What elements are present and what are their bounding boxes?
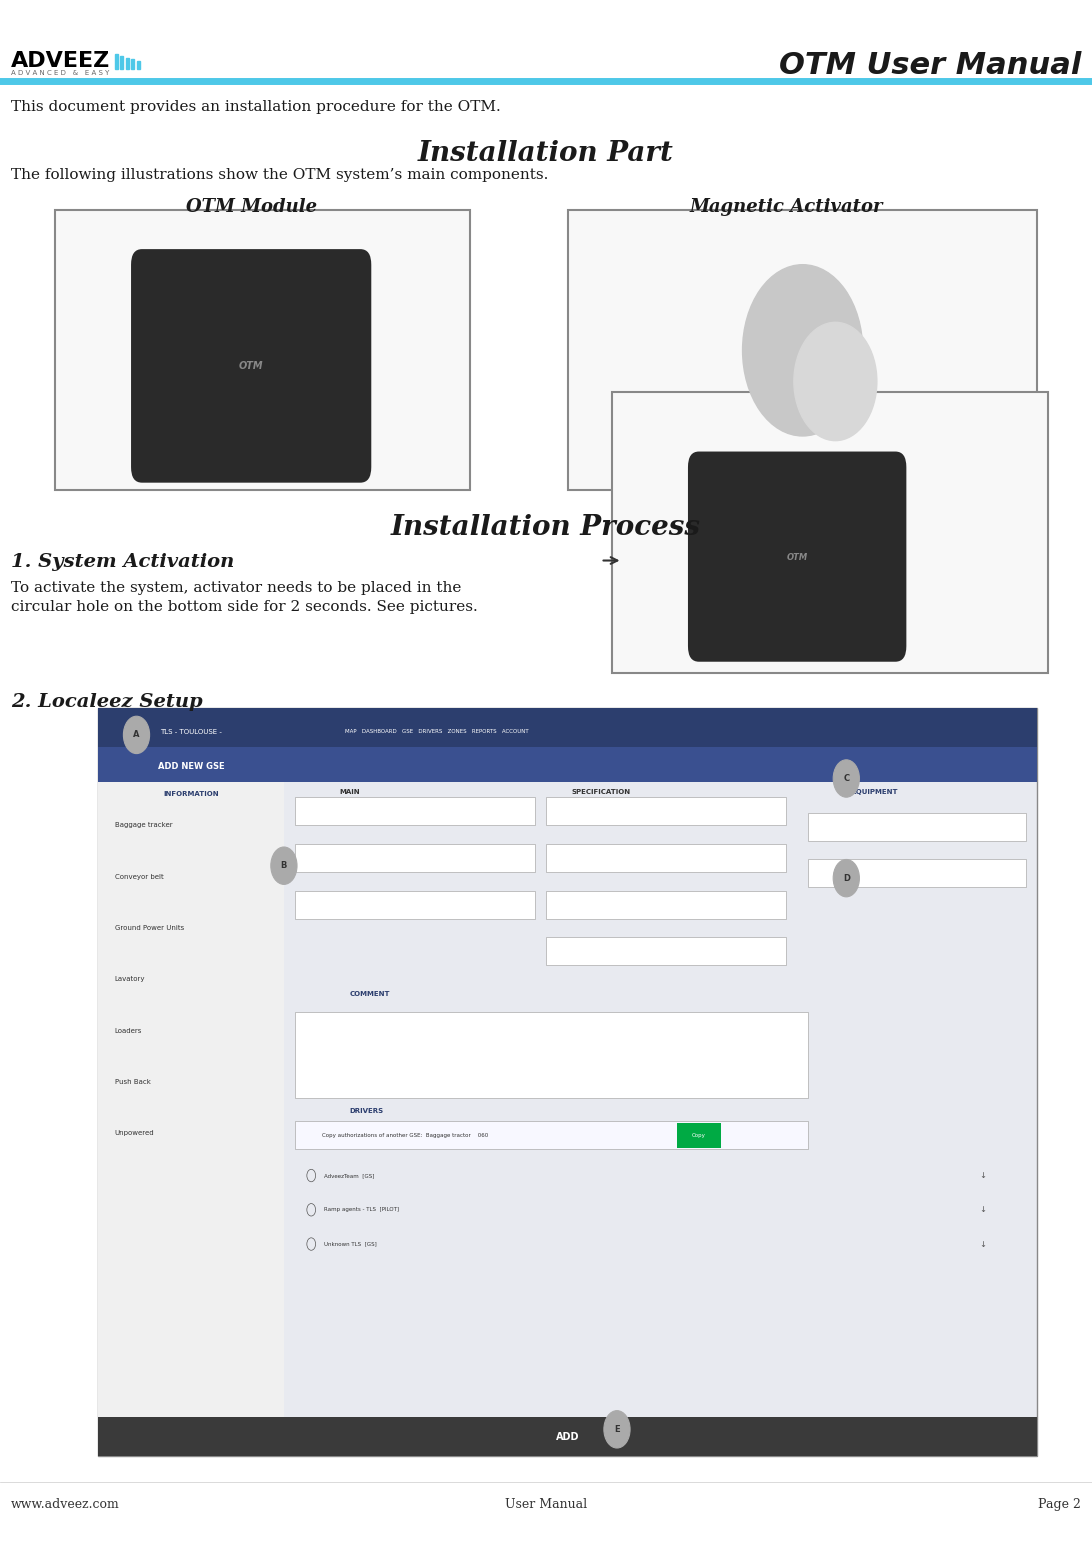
Bar <box>136 61 140 69</box>
Text: Loaders: Loaders <box>115 1028 142 1034</box>
Text: SPECIFICATION: SPECIFICATION <box>571 789 630 796</box>
Bar <box>131 59 134 69</box>
Bar <box>295 1121 808 1149</box>
Bar <box>98 708 1037 747</box>
Text: User Manual: User Manual <box>505 1498 587 1510</box>
Text: ADD NEW GSE: ADD NEW GSE <box>157 761 225 771</box>
Text: Copy: Copy <box>692 1132 705 1138</box>
Text: A: A <box>133 730 140 740</box>
Text: ADD: ADD <box>556 1432 580 1442</box>
Text: TLS - TOULOUSE -: TLS - TOULOUSE - <box>161 729 222 735</box>
Circle shape <box>833 760 859 797</box>
Circle shape <box>794 322 877 441</box>
Text: AdveezTeam  [GS]: AdveezTeam [GS] <box>324 1172 375 1179</box>
Text: Copy authorizations of another GSE:  Baggage tractor    060: Copy authorizations of another GSE: Bagg… <box>322 1132 488 1138</box>
Text: Installation Process: Installation Process <box>391 514 701 540</box>
Circle shape <box>271 847 297 884</box>
Bar <box>98 708 1037 1456</box>
Text: INFORMATION: INFORMATION <box>164 791 218 797</box>
Text: To activate the system, activator needs to be placed in the
circular hole on the: To activate the system, activator needs … <box>11 581 477 615</box>
Text: Push Back: Push Back <box>115 1079 151 1085</box>
Text: Baggage tracker: Baggage tracker <box>115 822 173 828</box>
Circle shape <box>833 859 859 897</box>
Text: Unknown TLS  [GS]: Unknown TLS [GS] <box>324 1241 377 1247</box>
Text: Ramp agents - TLS  [PILOT]: Ramp agents - TLS [PILOT] <box>324 1207 400 1213</box>
Text: This document provides an installation procedure for the OTM.: This document provides an installation p… <box>11 100 500 114</box>
Bar <box>55 210 470 490</box>
Text: MAP   DASHBOARD   GSE   DRIVERS   ZONES   REPORTS   ACCOUNT: MAP DASHBOARD GSE DRIVERS ZONES REPORTS … <box>345 729 529 735</box>
Bar <box>98 747 1037 782</box>
Text: MAIN: MAIN <box>340 789 359 796</box>
Text: 2. Localeez Setup: 2. Localeez Setup <box>11 693 202 712</box>
FancyBboxPatch shape <box>688 452 906 662</box>
Bar <box>568 210 1037 490</box>
Bar <box>120 56 123 69</box>
Bar <box>98 782 284 1456</box>
Bar <box>546 891 786 919</box>
FancyArrowPatch shape <box>604 557 617 564</box>
Text: Lavatory: Lavatory <box>115 976 145 982</box>
Text: Page 2: Page 2 <box>1038 1498 1081 1510</box>
Bar <box>677 1123 721 1148</box>
Bar <box>295 844 535 872</box>
Circle shape <box>743 265 863 436</box>
Text: Unpowered: Unpowered <box>115 1130 154 1137</box>
Bar <box>98 1417 1037 1456</box>
Text: Magnetic Activator: Magnetic Activator <box>689 198 883 216</box>
Text: A D V A N C E D   &   E A S Y: A D V A N C E D & E A S Y <box>11 70 109 76</box>
Text: B: B <box>281 861 287 870</box>
Text: EQUIPMENT: EQUIPMENT <box>852 789 899 796</box>
Text: ↓: ↓ <box>980 1239 986 1249</box>
Text: D: D <box>843 873 850 883</box>
FancyBboxPatch shape <box>131 249 371 483</box>
Text: Installation Part: Installation Part <box>418 140 674 167</box>
Bar <box>612 392 1048 673</box>
Circle shape <box>123 716 150 754</box>
Text: ↓: ↓ <box>980 1205 986 1214</box>
Bar <box>546 937 786 965</box>
Bar <box>546 797 786 825</box>
Text: OTM: OTM <box>239 361 263 371</box>
Bar <box>295 797 535 825</box>
Text: OTM: OTM <box>786 553 808 562</box>
Circle shape <box>604 1411 630 1448</box>
Bar <box>546 844 786 872</box>
Text: E: E <box>614 1425 620 1434</box>
Text: Ground Power Units: Ground Power Units <box>115 925 183 931</box>
Text: DRIVERS: DRIVERS <box>349 1109 383 1115</box>
Bar <box>808 813 1026 841</box>
Text: The following illustrations show the OTM system’s main components.: The following illustrations show the OTM… <box>11 168 548 182</box>
Text: COMMENT: COMMENT <box>349 992 390 998</box>
Bar <box>126 58 129 69</box>
Text: C: C <box>843 774 850 783</box>
Text: www.adveez.com: www.adveez.com <box>11 1498 120 1510</box>
Text: ↓: ↓ <box>980 1171 986 1180</box>
Text: 1. System Activation: 1. System Activation <box>11 553 234 571</box>
Bar <box>115 54 118 69</box>
Text: ADVEEZ: ADVEEZ <box>11 51 110 72</box>
Bar <box>808 859 1026 887</box>
Text: OTM Module: OTM Module <box>186 198 317 216</box>
Bar <box>295 1012 808 1098</box>
Text: OTM User Manual: OTM User Manual <box>779 51 1081 81</box>
Text: Conveyor belt: Conveyor belt <box>115 873 164 880</box>
Bar <box>295 891 535 919</box>
